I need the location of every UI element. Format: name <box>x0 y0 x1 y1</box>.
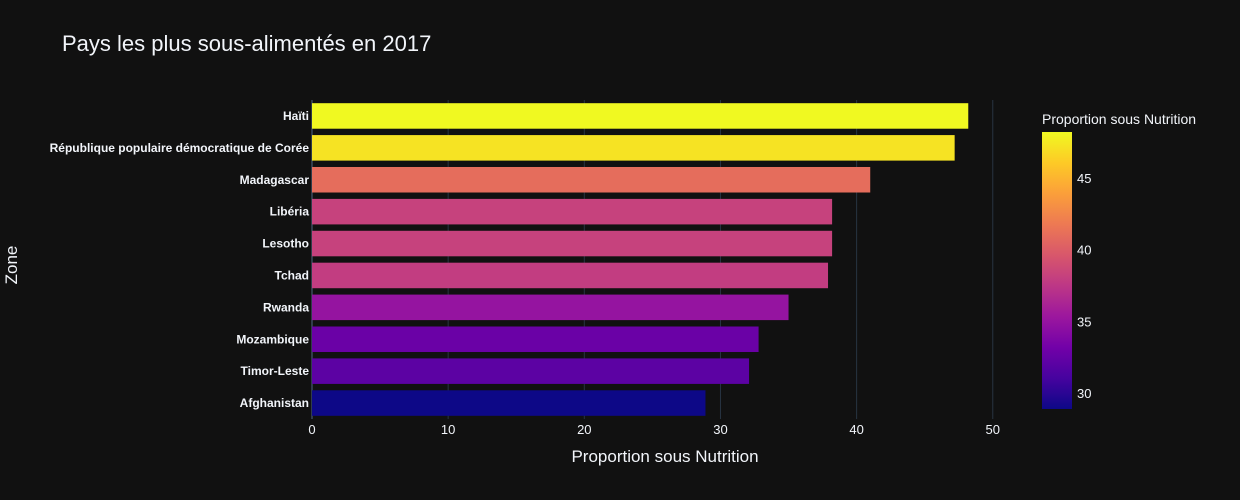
bar <box>312 294 789 321</box>
colorbar-tick-label: 45 <box>1077 171 1091 186</box>
colorbar-title: Proportion sous Nutrition <box>1042 111 1196 127</box>
bar <box>312 166 871 193</box>
y-tick-labels: Haïti République populaire démocratique d… <box>50 109 310 410</box>
y-tick-label: Haïti <box>283 109 309 123</box>
bar <box>312 358 750 384</box>
bar <box>312 135 955 161</box>
y-tick-label: Tchad <box>275 268 309 282</box>
colorbar-tick-label: 30 <box>1077 386 1091 401</box>
bars <box>312 103 969 416</box>
bar <box>312 262 829 289</box>
bar <box>312 230 833 257</box>
colorbar: Proportion sous Nutrition 30 35 40 45 <box>1042 111 1196 409</box>
x-tick-label: 20 <box>577 422 591 437</box>
bar <box>312 390 706 416</box>
y-tick-label: Madagascar <box>240 173 310 187</box>
y-tick-label: Mozambique <box>236 332 309 346</box>
bar <box>312 198 833 225</box>
x-tick-label: 30 <box>713 422 727 437</box>
chart-title: Pays les plus sous-alimentés en 2017 <box>62 31 431 56</box>
y-axis-title: Zone <box>2 246 21 285</box>
y-tick-label: Libéria <box>270 205 310 219</box>
x-tick-label: 40 <box>849 422 863 437</box>
colorbar-tick-labels: 30 35 40 45 <box>1077 171 1091 401</box>
x-tick-label: 50 <box>986 422 1000 437</box>
colorbar-tick-label: 40 <box>1077 243 1091 258</box>
y-tick-label: Afghanistan <box>240 396 309 410</box>
x-axis-title: Proportion sous Nutrition <box>571 447 758 466</box>
y-tick-label: Timor-Leste <box>241 364 310 378</box>
y-tick-label: République populaire démocratique de Cor… <box>50 141 310 155</box>
x-tick-labels: 0 10 20 30 40 50 <box>308 422 1000 437</box>
y-tick-label: Lesotho <box>262 237 309 251</box>
x-tick-label: 10 <box>441 422 455 437</box>
x-tick-label: 0 <box>308 422 315 437</box>
colorbar-gradient <box>1042 132 1072 409</box>
bar <box>312 326 759 353</box>
y-tick-label: Rwanda <box>263 300 309 314</box>
colorbar-tick-label: 35 <box>1077 314 1091 329</box>
bar <box>312 103 969 129</box>
